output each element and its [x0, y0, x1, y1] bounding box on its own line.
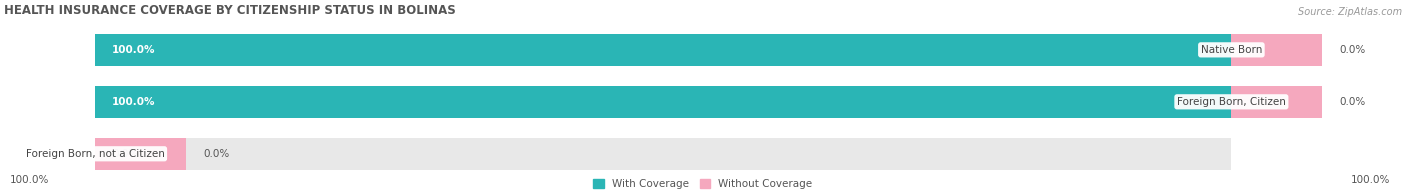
Text: 100.0%: 100.0% — [112, 97, 156, 107]
Bar — [96, 138, 1232, 170]
Text: Native Born: Native Born — [1201, 45, 1263, 55]
Bar — [96, 34, 1232, 66]
Text: HEALTH INSURANCE COVERAGE BY CITIZENSHIP STATUS IN BOLINAS: HEALTH INSURANCE COVERAGE BY CITIZENSHIP… — [4, 4, 456, 17]
Legend: With Coverage, Without Coverage: With Coverage, Without Coverage — [589, 175, 817, 193]
Text: 100.0%: 100.0% — [1351, 175, 1391, 185]
Text: Foreign Born, not a Citizen: Foreign Born, not a Citizen — [25, 149, 165, 159]
Bar — [96, 86, 1232, 118]
Text: 0.0%: 0.0% — [202, 149, 229, 159]
Bar — [96, 138, 186, 170]
Text: 0.0%: 0.0% — [112, 149, 138, 159]
Bar — [96, 34, 1232, 66]
Bar — [1232, 86, 1322, 118]
Text: 100.0%: 100.0% — [10, 175, 49, 185]
Text: 0.0%: 0.0% — [1340, 97, 1365, 107]
Bar — [96, 86, 1232, 118]
Bar — [1232, 34, 1322, 66]
Text: 0.0%: 0.0% — [1340, 45, 1365, 55]
Text: Source: ZipAtlas.com: Source: ZipAtlas.com — [1298, 7, 1402, 17]
Text: 100.0%: 100.0% — [112, 45, 156, 55]
Text: Foreign Born, Citizen: Foreign Born, Citizen — [1177, 97, 1286, 107]
